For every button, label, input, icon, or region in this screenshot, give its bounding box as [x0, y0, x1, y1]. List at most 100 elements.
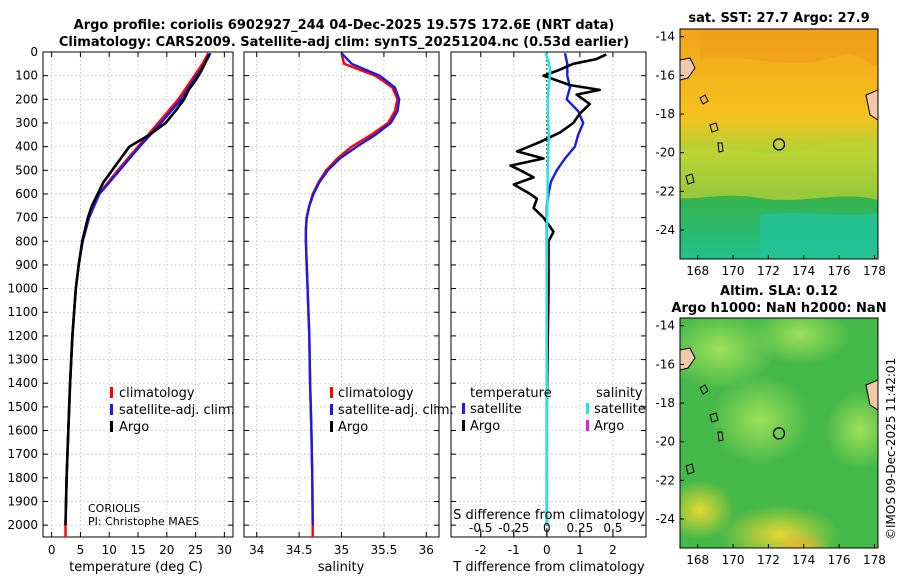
y-tick-label: 900 — [15, 258, 38, 272]
temperature-legend: climatology satellite-adj. clim. Argo — [110, 386, 235, 435]
x2-tick-label: -0.25 — [498, 521, 529, 535]
island-small-4 — [685, 173, 695, 185]
sla-ticks: 168 170 172 174 176 178 -14 -16 -18 -20 -22 -24 — [655, 319, 886, 567]
island-right — [865, 379, 878, 411]
argo-position-marker — [772, 427, 786, 440]
y-tick-label: 1000 — [7, 282, 38, 296]
island-small-3 — [717, 431, 724, 442]
x-tick-label: 20 — [159, 543, 174, 557]
x-tick-label: 30 — [217, 543, 232, 557]
x2-tick-label: 0 — [543, 521, 551, 535]
figure-title-line1: Argo profile: coriolis 6902927_244 04-De… — [74, 18, 615, 33]
x-tick-label: -1 — [508, 543, 520, 557]
temperature-axes: 0 5 10 15 20 25 300100200300400500600700800900… — [7, 45, 234, 557]
legend-title-temperature: temperature — [470, 386, 552, 401]
map-x-tick-label: 178 — [863, 264, 886, 278]
map-y-tick-label: -14 — [655, 30, 675, 44]
map-y-tick-label: -20 — [655, 146, 675, 160]
sla-map-title: Altim. SLA: 0.12 — [720, 284, 838, 299]
map-x-tick-label: 168 — [686, 264, 709, 278]
legend-swatch-argo — [110, 421, 113, 432]
map-y-tick-label: -14 — [655, 319, 675, 333]
imos-watermark: ©IMOS 09-Dec-2025 11:42:01 — [884, 358, 898, 540]
map-y-tick-label: -18 — [655, 396, 675, 410]
island-left — [680, 57, 696, 81]
sla-orange-1 — [770, 532, 830, 548]
legend-label-s-satellite: satellite — [594, 402, 646, 417]
sla-map-subtitle: Argo h1000: NaN h2000: NaN — [671, 301, 886, 316]
x-tick-label: -2 — [475, 543, 487, 557]
series-line-satellite-adj-clim- — [304, 52, 401, 526]
temperature-xlabel: temperature (deg C) — [69, 560, 203, 575]
sst-warm-patch — [700, 29, 878, 66]
legend-swatch-s-satellite — [586, 403, 589, 414]
map-y-tick-label: -20 — [655, 435, 675, 449]
island-small-1 — [699, 384, 709, 395]
institution-label: CORIOLIS — [88, 502, 140, 515]
x-tick-label: 35.5 — [371, 543, 398, 557]
map-x-tick-label: 172 — [757, 264, 780, 278]
diff-t-xlabel: T difference from climatology — [452, 560, 645, 575]
y-tick-label: 0 — [30, 45, 38, 59]
y-tick-label: 2000 — [7, 518, 38, 532]
legend-swatch-t-satellite — [462, 403, 465, 414]
y-tick-label: 1800 — [7, 471, 38, 485]
legend-swatch-satellite-adj — [330, 404, 333, 415]
sla-map: 168 170 172 174 176 178 -14 -16 -18 -20 -22 -24 — [655, 317, 886, 567]
map-x-tick-label: 170 — [722, 264, 745, 278]
x-tick-label: 35 — [334, 543, 349, 557]
legend-swatch-climatology — [330, 387, 333, 398]
legend-swatch-s-argo — [586, 420, 589, 431]
x2-tick-label: -0.5 — [469, 521, 492, 535]
map-x-tick-label: 174 — [792, 553, 815, 567]
x-tick-label: 0 — [543, 543, 551, 557]
x-tick-label: 34.5 — [286, 543, 313, 557]
y-tick-label: 1700 — [7, 447, 38, 461]
y-tick-label: 1900 — [7, 495, 38, 509]
legend-swatch-argo — [330, 421, 333, 432]
legend-label-t-satellite: satellite — [470, 402, 522, 417]
sst-cool-patch — [680, 140, 878, 200]
legend-label-argo: Argo — [338, 420, 368, 435]
map-x-tick-label: 176 — [828, 553, 851, 567]
x-tick-label: 34 — [249, 543, 264, 557]
y-tick-label: 1500 — [7, 400, 38, 414]
sla-high-2 — [750, 318, 850, 365]
y-tick-label: 100 — [15, 69, 38, 83]
salinity-legend: climatology satellite-adj. clim. Argo — [330, 386, 454, 435]
y-tick-label: 1300 — [7, 353, 38, 367]
y-tick-label: 700 — [15, 211, 38, 225]
difference-legend: temperature salinity satellite Argo sate… — [462, 386, 646, 434]
salinity-xlabel: salinity — [318, 560, 365, 575]
y-tick-label: 1200 — [7, 329, 38, 343]
map-x-tick-label: 178 — [863, 553, 886, 567]
diff-s-xlabel: S difference from climatology — [453, 508, 645, 523]
x-tick-label: 10 — [102, 543, 117, 557]
x-tick-label: 1 — [576, 543, 584, 557]
legend-label-satellite-adj: satellite-adj. clim. — [119, 403, 235, 418]
y-tick-label: 500 — [15, 163, 38, 177]
y-tick-label: 300 — [15, 116, 38, 130]
salinity-axes: 34 34.5 35 35.5 36 — [243, 51, 440, 557]
x-tick-label: 36 — [419, 543, 434, 557]
map-x-tick-label: 172 — [757, 553, 780, 567]
y-tick-label: 800 — [15, 234, 38, 248]
legend-title-salinity: salinity — [596, 386, 643, 401]
y-tick-label: 1600 — [7, 424, 38, 438]
island-small-1 — [699, 94, 709, 105]
island-small-4 — [685, 463, 695, 475]
sst-map: 168 170 172 174 176 178 -14 -16 -18 -20 -22 -24 — [655, 28, 886, 278]
y-tick-label: 200 — [15, 92, 38, 106]
map-y-tick-label: -16 — [655, 68, 675, 82]
map-y-tick-label: -16 — [655, 357, 675, 371]
legend-swatch-t-argo — [462, 420, 465, 431]
legend-label-argo: Argo — [119, 420, 149, 435]
series-line-climatology — [64, 52, 210, 537]
x2-tick-label: 0.25 — [567, 521, 594, 535]
sst-cyan-patch — [760, 212, 878, 259]
island-small-2 — [709, 122, 719, 133]
x-tick-label: 25 — [188, 543, 203, 557]
y-tick-label: 1400 — [7, 376, 38, 390]
figure-title-line2: Climatology: CARS2009. Satellite-adj cli… — [59, 35, 629, 50]
